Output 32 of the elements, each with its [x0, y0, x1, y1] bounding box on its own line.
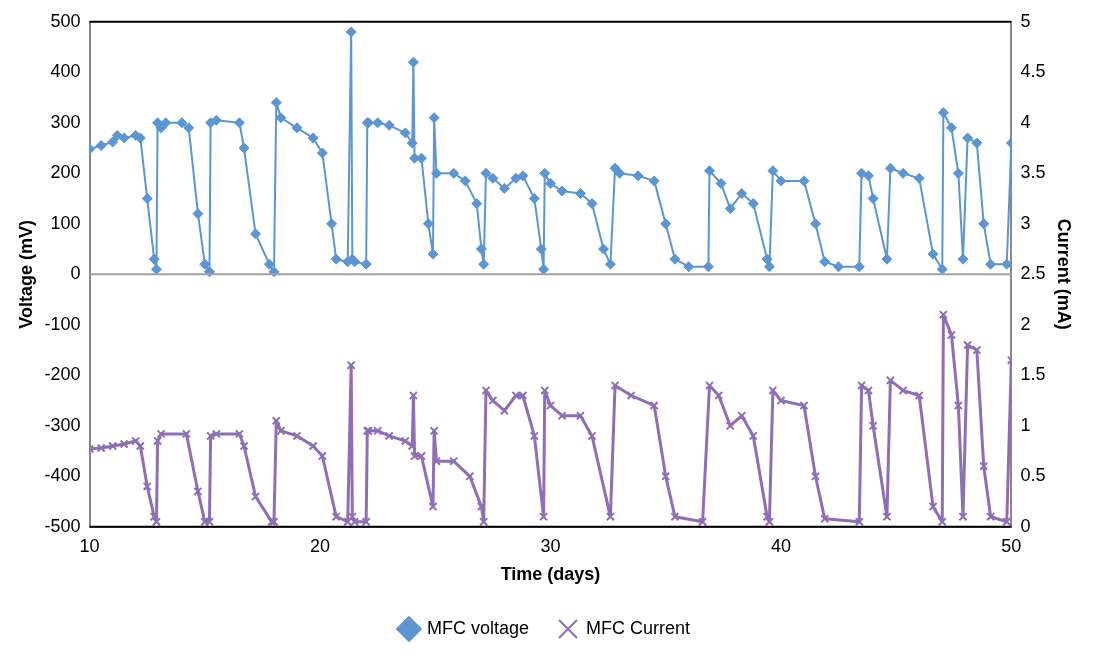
y-tick-label: -200: [44, 364, 81, 385]
x-tick-label: 30: [540, 535, 561, 556]
y-tick-label: 200: [50, 162, 81, 183]
y2-tick-label: 3: [1020, 212, 1031, 233]
y2-tick-label: 4.5: [1020, 61, 1046, 82]
y-tick-label: 500: [50, 10, 81, 31]
y2-tick-label: 4: [1020, 111, 1031, 132]
y-tick-label: 0: [70, 263, 81, 284]
x-tick-label: 40: [770, 535, 791, 556]
y2-tick-label: 5: [1020, 10, 1031, 31]
legend-label: MFC Current: [586, 617, 691, 638]
y-tick-label: 100: [50, 212, 81, 233]
y2-tick-label: 0.5: [1020, 465, 1046, 486]
y-tick-label: -300: [44, 414, 81, 435]
y2-tick-label: 1: [1020, 414, 1031, 435]
y2-tick-label: 2: [1020, 313, 1031, 334]
y-tick-label: -400: [44, 465, 81, 486]
x-tick-label: 50: [1001, 535, 1022, 556]
y2-tick-label: 3.5: [1020, 162, 1046, 183]
y-axis-title: Voltage (mV): [15, 219, 36, 329]
y-tick-label: 400: [50, 61, 81, 82]
y-tick-label: 300: [50, 111, 81, 132]
y-tick-label: -100: [44, 313, 81, 334]
legend-label: MFC voltage: [426, 617, 530, 638]
x-tick-label: 10: [79, 535, 100, 556]
y-tick-label: -500: [44, 515, 81, 536]
x-axis-title: Time (days): [500, 564, 601, 585]
y2-tick-label: 2.5: [1020, 263, 1046, 284]
x-tick-label: 20: [310, 535, 331, 556]
y2-tick-label: 0: [1020, 515, 1031, 536]
y2-axis-title: Current (mA): [1054, 218, 1075, 330]
y2-tick-label: 1.5: [1020, 364, 1046, 385]
